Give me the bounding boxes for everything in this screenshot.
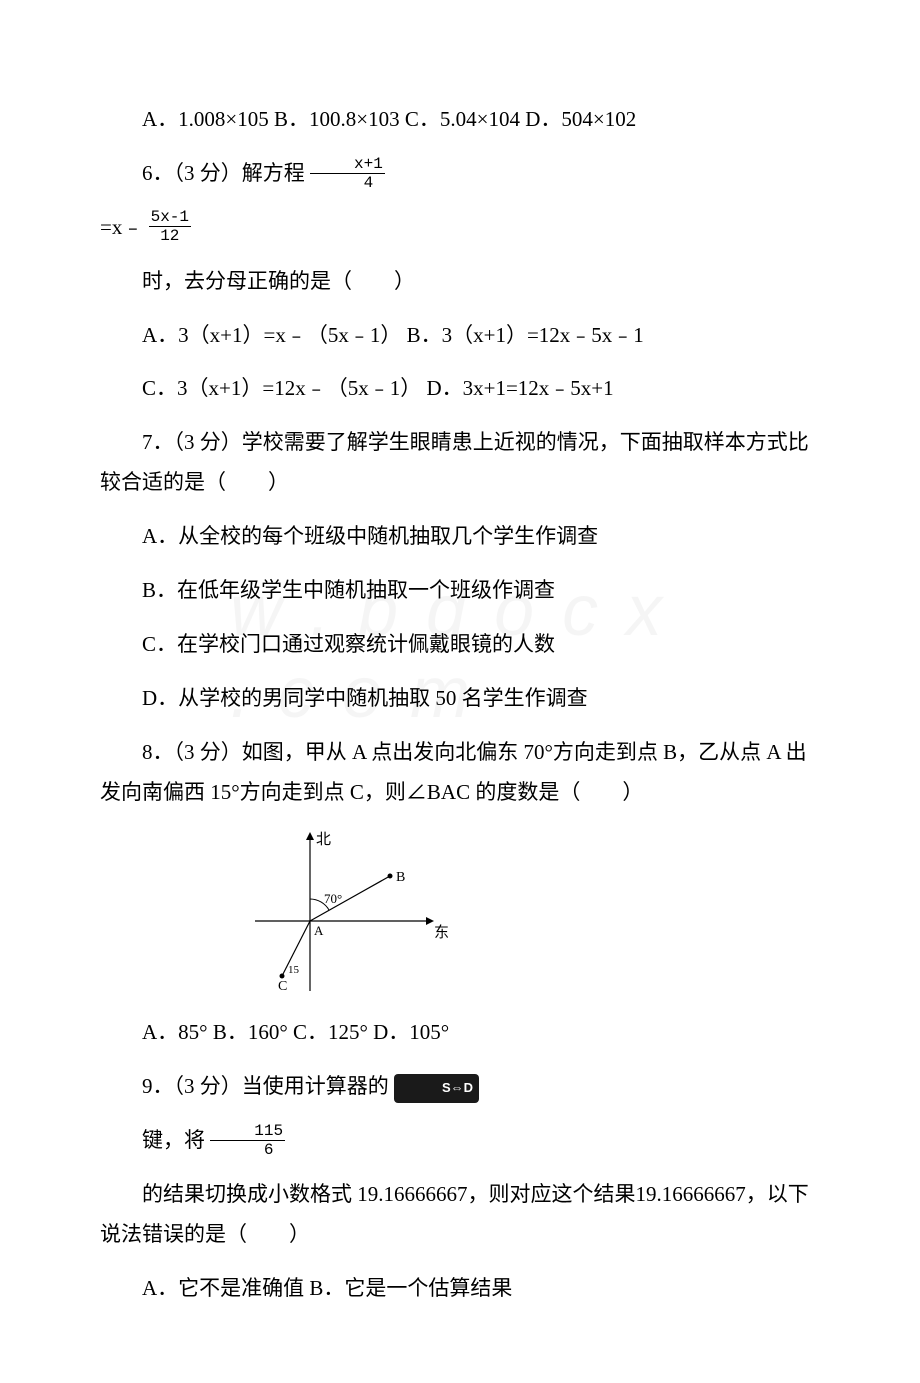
svg-text:北: 北 [316, 831, 331, 848]
q9-frac-den: 6 [210, 1141, 285, 1158]
q7-option-c: C．在学校门口通过观察统计佩戴眼镜的人数 [100, 625, 820, 665]
q7-option-b: B．在低年级学生中随机抽取一个班级作调查 [100, 571, 820, 611]
svg-text:15: 15 [288, 964, 300, 976]
q6-fraction-1: x+1 4 [310, 156, 385, 191]
q6-stem-line1: 6．（3 分）解方程 x+1 4 [100, 154, 820, 194]
q6-frac1-den: 4 [310, 174, 385, 191]
q9-fraction: 115 6 [210, 1123, 285, 1158]
q5-options: A．1.008×105 B．100.8×103 C．5.04×104 D．504… [100, 100, 820, 140]
q8-stem: 8．（3 分）如图，甲从 A 点出发向北偏东 70°方向走到点 B，乙从点 A … [100, 733, 820, 813]
q6-options-ab: A．3（x+1）=x﹣（5x﹣1） B．3（x+1）=12x﹣5x﹣1 [100, 316, 820, 356]
q9-stem-line2: 键，将 115 6 [100, 1121, 820, 1161]
q8-options: A．85° B．160° C．125° D．105° [100, 1013, 820, 1053]
q9-stem-line1: 9．（3 分）当使用计算器的 S⇔D [100, 1067, 820, 1107]
q7-stem: 7．（3 分）学校需要了解学生眼睛患上近视的情况，下面抽取样本方式比较合适的是（… [100, 423, 820, 503]
q6-stem-line2: =x﹣ 5x-1 12 [100, 208, 820, 248]
calculator-sd-key-icon: S⇔D [394, 1074, 479, 1103]
q8-diagram: 北东 70° A B C15 [250, 826, 820, 1001]
q6-options-cd: C．3（x+1）=12x﹣（5x﹣1） D．3x+1=12x﹣5x+1 [100, 369, 820, 409]
q6-frac2-den: 12 [149, 227, 191, 244]
q6-frac1-num: x+1 [310, 156, 385, 174]
svg-text:东: 东 [434, 924, 449, 941]
q9-options-ab: A．它不是准确值 B．它是一个估算结果 [100, 1269, 820, 1309]
svg-text:A: A [314, 923, 324, 938]
q7-option-d: D．从学校的男同学中随机抽取 50 名学生作调查 [100, 679, 820, 719]
q7-option-a: A．从全校的每个班级中随机抽取几个学生作调查 [100, 517, 820, 557]
svg-text:C: C [278, 979, 287, 994]
q6-stem-prefix: 6．（3 分）解方程 [142, 161, 305, 185]
compass-diagram-svg: 北东 70° A B C15 [250, 826, 450, 996]
q9-frac-num: 115 [210, 1123, 285, 1141]
q6-stem-suffix: 时，去分母正确的是（ ） [100, 262, 820, 302]
q6-fraction-2: 5x-1 12 [149, 209, 191, 244]
q9-stem-prefix: 9．（3 分）当使用计算器的 [142, 1074, 389, 1098]
svg-text:70°: 70° [324, 891, 342, 906]
q9-line2-prefix: 键，将 [142, 1128, 205, 1152]
q6-frac2-num: 5x-1 [149, 209, 191, 227]
svg-text:B: B [396, 870, 405, 885]
q9-stem-line3: 的结果切换成小数格式 19.16666667，则对应这个结果19.1666666… [100, 1175, 820, 1255]
q6-eq-prefix: =x﹣ [100, 215, 143, 239]
